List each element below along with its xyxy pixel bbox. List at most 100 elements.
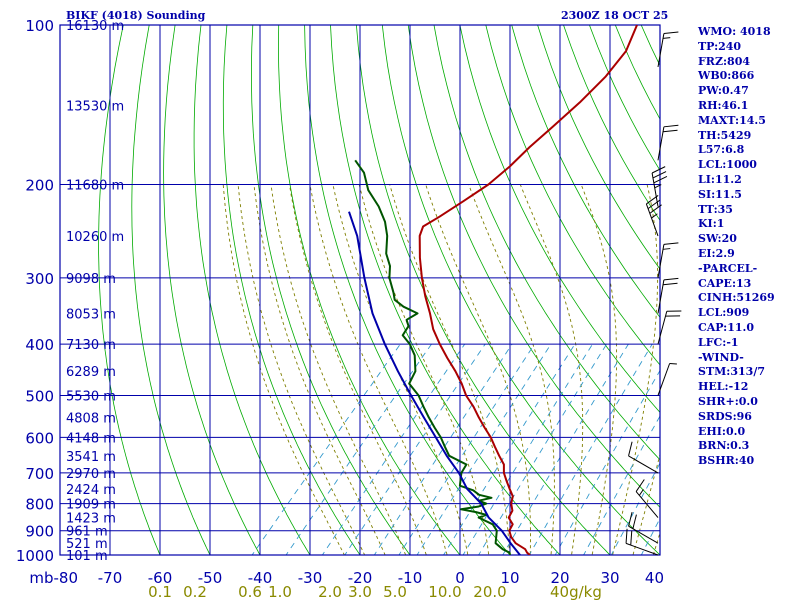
height-label: 7130 m: [66, 338, 116, 353]
stat-item: TH:5429: [698, 128, 752, 142]
pressure-tick-label: 700: [25, 465, 54, 483]
mixing-ratio-label: 0.2: [183, 583, 207, 600]
moist-adiabat-line: [309, 184, 448, 555]
temperature-tick-label: -60: [148, 569, 173, 587]
wind-barb-flag: [628, 441, 633, 457]
temperature-tick-label: 0: [455, 569, 465, 587]
wind-barb: [657, 124, 679, 161]
wind-barb-flag: [635, 479, 645, 492]
wind-barb: [651, 166, 668, 207]
pressure-tick-label: 400: [25, 336, 54, 354]
height-label: 101 m: [66, 549, 108, 564]
height-label: 9098 m: [66, 272, 116, 287]
wind-barb-flag: [625, 528, 628, 544]
height-label: 16130 m: [66, 19, 124, 34]
height-label: 1909 m: [66, 498, 116, 513]
stat-item: KI:1: [698, 217, 725, 231]
dry-adiabat-line: [163, 25, 261, 555]
mixing-ratio-label: 5.0: [383, 583, 407, 600]
wind-barb-staff: [651, 172, 659, 207]
height-label: 13530 m: [66, 100, 124, 115]
stat-item: CINH:51269: [698, 291, 775, 305]
dry-adiabat-line: [330, 25, 561, 555]
height-label: 2424 m: [66, 483, 116, 498]
height-labels: 16130 m 13530 m 11680 m 10260 m 9098 m 8053 m…: [66, 19, 124, 564]
dry-adiabat-line: [355, 25, 611, 555]
temperature-line: [418, 25, 638, 555]
temperature-tick-label: -40: [248, 569, 273, 587]
stat-item: LI:11.2: [698, 172, 742, 186]
stat-item: WMO: 4018: [698, 25, 771, 38]
stat-item: SHR+:0.0: [698, 394, 758, 408]
temperature-tick-label: mb-80: [29, 569, 78, 587]
dry-adiabat-line: [407, 25, 660, 508]
mixing-ratio-label: 3.0: [348, 583, 372, 600]
height-label: 6289 m: [66, 365, 116, 380]
pressure-tick-label: 300: [25, 270, 54, 288]
height-label: 2970 m: [66, 467, 116, 482]
dry-adiabat-line: [222, 25, 361, 555]
stat-item: -PARCEL-: [698, 261, 758, 275]
wind-barb: [657, 242, 679, 278]
chart-title: BIKF (4018) Sounding: [66, 9, 206, 22]
wind-barb-halfflag: [662, 37, 671, 39]
dry-adiabat-line: [193, 25, 311, 555]
mixing-ratio-label: 2.0: [318, 583, 342, 600]
temperature-tick-label: 20: [550, 569, 569, 587]
height-label: 5530 m: [66, 389, 116, 404]
wind-barb: [628, 511, 659, 544]
wind-barb-flag: [646, 195, 659, 205]
height-label: 8053 m: [66, 307, 116, 322]
mixing-ratio-label: 1.0: [268, 583, 292, 600]
mixing-ratio-line: [528, 343, 653, 555]
temperature-tick-label: -50: [198, 569, 223, 587]
wind-barb-flag: [663, 242, 679, 245]
wind-barb-staff: [657, 244, 665, 278]
wind-barb-flag: [628, 511, 633, 527]
stat-item: MAXT:14.5: [698, 113, 766, 127]
temperature-tick-label: -20: [348, 569, 373, 587]
stat-item: BRN:0.3: [698, 439, 750, 453]
stat-item: SW:20: [698, 232, 737, 246]
stat-item: LCL:1000: [698, 158, 757, 172]
mixing-ratio-line: [502, 343, 629, 555]
parcel-line: [348, 211, 521, 555]
stat-item: -WIND-: [698, 350, 744, 364]
mixing-ratio-line: [478, 343, 607, 555]
dry-adiabat-line: [511, 25, 660, 318]
stat-item: WB0:866: [698, 69, 755, 83]
stat-item: PW:0.47: [698, 84, 749, 98]
temperature-tick-label: 10: [500, 569, 519, 587]
dry-adiabat-line: [131, 25, 211, 555]
wind-barb-staff: [657, 363, 671, 396]
wind-barb-staff: [628, 455, 659, 474]
wind-barb: [635, 479, 659, 518]
mixing-ratio-line: [251, 343, 401, 555]
mixing-ratio-line: [398, 343, 535, 555]
height-label: 961 m: [66, 525, 108, 540]
stat-item: BSHR:40: [698, 454, 755, 468]
dry-adiabat-line: [433, 25, 660, 461]
moist-adiabat-line: [632, 452, 660, 555]
wind-barb: [645, 195, 662, 237]
temperature-tick-label: -10: [398, 569, 423, 587]
mixing-ratio-line: [462, 343, 593, 555]
wind-barb-halfflag: [654, 184, 662, 189]
wind-barb-flag: [652, 171, 667, 179]
wind-barb-halfflag: [651, 213, 658, 219]
mixing-ratio-label: 40g/kg: [550, 583, 602, 600]
sounding-series: [348, 25, 638, 555]
moist-adiabat-line: [237, 184, 366, 555]
mixing-ratio-line: [373, 343, 513, 555]
stat-item: HEL:-12: [698, 380, 749, 394]
moist-adiabat-line: [425, 184, 531, 555]
wind-barb-flag: [649, 204, 662, 214]
mixing-ratio-label: 0.1: [148, 583, 172, 600]
stat-item: STM:313/7: [698, 365, 765, 379]
grid-lines: [59, 24, 661, 556]
adiabat-lines: [98, 25, 660, 555]
stats-panel: WMO: 4018 TP:240 FRZ:804 WB0:866 PW:0.47 RH:4…: [698, 25, 800, 469]
wind-barb-staff: [635, 491, 659, 518]
moist-adiabat-line: [253, 184, 386, 555]
